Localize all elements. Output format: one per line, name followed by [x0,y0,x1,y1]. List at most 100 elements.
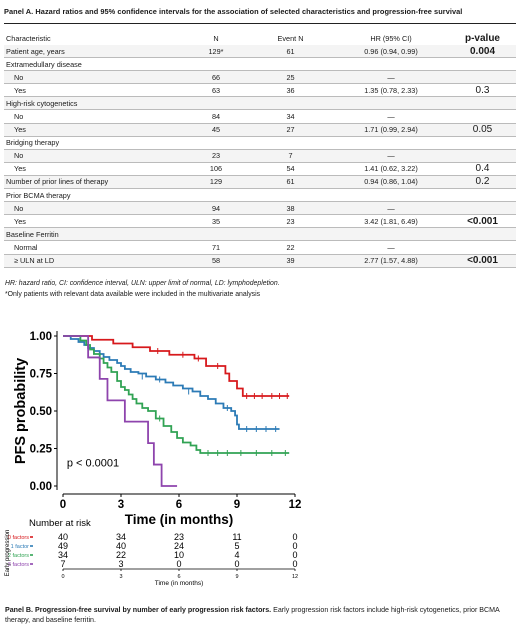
cell-characteristic: ≥ ULN at LD [4,254,184,268]
cell-pvalue [447,240,516,255]
table-body: Patient age, years 129* 61 0.96 (0.94, 0.99… [4,45,516,268]
risk-x-tick-label: 3 [119,574,122,580]
cell-hr: 1.71 (0.99, 2.94) [333,123,447,137]
cell-n [184,227,246,242]
risk-value: 34 [58,550,68,560]
cell-pvalue [447,201,516,216]
cell-event-n [246,136,333,150]
cell-event-n: 34 [246,109,333,124]
cell-pvalue [447,109,516,124]
cell-event-n: 61 [246,175,333,190]
table-row: No 84 34— [4,109,516,124]
table-row: Bridging therapy [4,136,516,150]
table-row: Normal 71 22— [4,240,516,255]
table-row: Yes 106 54 1.41 (0.62, 3.22) 0.4 [4,162,516,176]
risk-value: 4 [234,550,239,560]
risk-x-tick-label: 6 [177,574,180,580]
risk-value: 24 [174,541,184,551]
cell-n: 129 [184,175,246,190]
cell-characteristic: Number of prior lines of therapy [4,175,184,190]
cell-pvalue [447,188,516,203]
cell-event-n [246,96,333,111]
x-tick-label: 6 [176,499,182,511]
cell-event-n: 27 [246,123,333,137]
km-curve [63,335,280,430]
table-header-row: Characteristic N Event N HR (95% CI) p-v… [4,31,516,45]
cell-event-n: 39 [246,254,333,268]
risk-value: 10 [174,550,184,560]
table-row: No 23 7— [4,149,516,163]
risk-value: 40 [58,532,68,542]
risk-value: 3 [118,559,123,569]
risk-value: 11 [232,532,241,542]
risk-value: 7 [60,559,65,569]
cell-n: 58 [184,254,246,268]
cell-hr [333,227,447,242]
footnote-multivariate: *Only patients with relevant data availa… [5,291,261,298]
cell-hr: — [333,149,447,163]
table-row: Patient age, years 129* 61 0.96 (0.94, 0.99… [4,45,516,59]
panel-b-caption: Panel B. Progression-free survival by nu… [5,605,515,625]
x-axis-title: Time (in months) [125,512,234,527]
header-event-n: Event N [277,33,304,43]
risk-value: 23 [174,532,184,542]
cell-characteristic: Patient age, years [4,45,184,59]
header-characteristic: Characteristic [6,33,51,43]
cell-n: 94 [184,201,246,216]
cell-n: 66 [184,70,246,85]
risk-value: 49 [58,541,68,551]
km-curve [63,335,290,454]
cell-hr: — [333,201,447,216]
cell-hr: 0.96 (0.94, 0.99) [333,45,447,59]
header-pvalue: p-value [464,32,500,44]
cell-pvalue [447,70,516,85]
y-tick-label: 0.25 [30,444,53,456]
cell-event-n [246,188,333,203]
table-row: Yes 63 36 1.35 (0.78, 2.33) 0.3 [4,83,516,98]
risk-x-tick-label: 0 [61,574,64,580]
risk-value: 0 [292,532,297,542]
cell-event-n: 61 [246,45,333,59]
y-tick-label: 0.75 [30,369,53,381]
cell-characteristic: Normal [4,240,184,255]
cell-hr: 3.42 (1.81, 6.49) [333,214,447,229]
cell-characteristic: Yes [4,83,184,98]
risk-table-title: Number at risk [29,518,91,529]
cell-n: 71 [184,240,246,255]
x-tick-label: 3 [118,499,124,511]
y-axis-title: PFS probability [13,358,29,464]
cell-n: 63 [184,83,246,98]
table-row: Prior BCMA therapy [4,188,516,203]
cell-hr: — [333,109,447,124]
risk-x-axis-title: Time (in months) [155,580,204,587]
cell-characteristic: Baseline Ferritin [4,227,184,242]
table-row: Yes 35 23 3.42 (1.81, 6.49) <0.001 [4,214,516,229]
risk-value: 0 [176,559,181,569]
cell-pvalue: 0.4 [447,162,516,176]
cell-n [184,136,246,150]
risk-value: 0 [234,559,239,569]
panel-b-title: Panel B. Progression-free survival by nu… [5,606,272,614]
cell-pvalue: 0.2 [447,175,516,190]
cell-hr: 1.41 (0.62, 3.22) [333,162,447,176]
cell-event-n: 54 [246,162,333,176]
cell-n [184,96,246,111]
risk-value: 0 [292,559,297,569]
cell-pvalue [447,227,516,242]
km-curve [63,335,178,487]
risk-value: 0 [292,541,297,551]
cell-characteristic: Bridging therapy [4,136,184,150]
cell-event-n: 25 [246,70,333,85]
table-row: Yes 45 27 1.71 (0.99, 2.94) 0.05 [4,123,516,137]
cell-characteristic: No [4,149,184,163]
cell-event-n [246,227,333,242]
table-row: No 66 25— [4,70,516,85]
cell-characteristic: Prior BCMA therapy [4,188,184,203]
risk-value: 22 [116,550,126,560]
table-row: ≥ ULN at LD 58 39 2.77 (1.57, 4.88) <0.001 [4,254,516,268]
cell-event-n [246,57,333,72]
cell-hr: — [333,240,447,255]
divider [4,23,516,24]
cell-hr: 1.35 (0.78, 2.33) [333,83,447,98]
